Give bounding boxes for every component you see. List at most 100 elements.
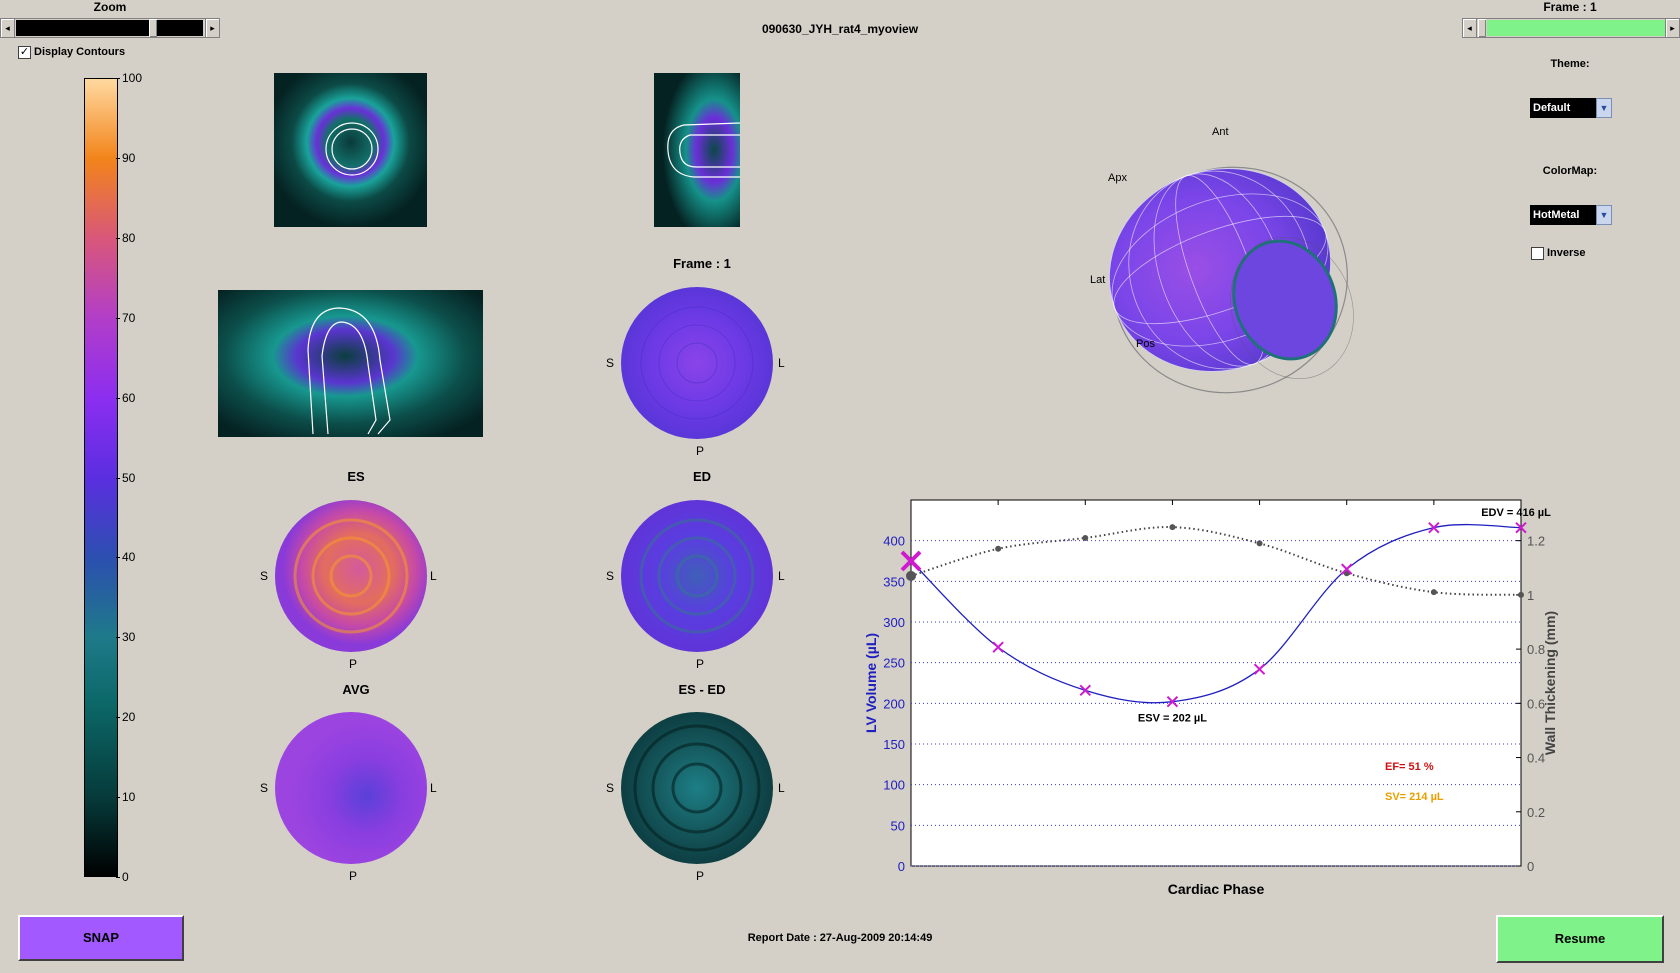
lv-volume-point <box>1253 663 1266 675</box>
zoom-left-arrow-icon[interactable]: ◂ <box>1 19 15 37</box>
zoom-slider[interactable]: ◂ ▸ <box>0 18 220 38</box>
frame-thumb[interactable] <box>1478 19 1486 37</box>
wall-thickening-line <box>910 526 1522 596</box>
wall-thickening-point <box>995 545 1002 552</box>
lv-volume-point <box>1341 563 1353 575</box>
y-tick-label: 150 <box>883 737 905 752</box>
zoom-thumb[interactable] <box>149 19 157 37</box>
chevron-down-icon[interactable]: ▼ <box>1596 205 1612 225</box>
lv-volume-point <box>1428 521 1440 534</box>
colorbar-tick-mark <box>116 477 120 479</box>
y-tick-label: 100 <box>883 778 905 793</box>
wall-thickening-point <box>1430 589 1437 596</box>
frame-slider[interactable]: ◂ ▸ <box>1462 18 1680 38</box>
colorbar-tick-mark <box>116 317 120 319</box>
colorbar-tick-mark <box>116 397 120 399</box>
colorbar-tick-mark <box>116 237 120 239</box>
colorbar-tick-label: 100 <box>122 71 143 85</box>
frame-track[interactable] <box>1487 20 1665 36</box>
model-anterior-label: Ant <box>1212 126 1229 138</box>
colorbar-tick-mark <box>116 797 120 799</box>
y-tick-label: 250 <box>883 656 905 671</box>
avg-polar-map <box>275 712 427 864</box>
es-map-title: ES <box>347 469 365 484</box>
ed-map-septal-label: S <box>606 569 615 583</box>
colorbar-tick-label: 30 <box>122 630 136 645</box>
theme-dropdown[interactable]: Default ▼ <box>1530 98 1612 118</box>
colorbar-tick-label: 50 <box>122 470 136 485</box>
horizontal-long-axis-slice-image <box>218 290 483 437</box>
ed-map-title: ED <box>692 469 712 484</box>
y-tick-label: 200 <box>883 696 905 711</box>
frame-map-title: Frame : 1 <box>673 256 731 271</box>
colorbar-tick-label: 60 <box>122 390 136 405</box>
colorbar-tick-label: 20 <box>122 710 136 725</box>
wall-thickening-point <box>1082 534 1089 541</box>
lv-volume-point <box>1515 521 1527 534</box>
report-date: Report Date : 27-Aug-2009 20:14:49 <box>747 932 933 944</box>
colormap-value: HotMetal <box>1533 209 1580 221</box>
wall-thickening-point <box>1518 591 1524 598</box>
sv-annotation: SV= 214 µL <box>1385 791 1444 803</box>
es-ed-polar-map <box>621 712 773 864</box>
ed-polar-map <box>621 500 773 652</box>
es-ed-map-septal-label: S <box>606 781 615 795</box>
wall-thickening-point <box>1169 524 1176 531</box>
ef-annotation: EF= 51 % <box>1385 761 1434 773</box>
zoom-track[interactable] <box>16 20 203 36</box>
lv-volume-point <box>1079 684 1091 697</box>
lv-volume-point <box>1166 695 1179 708</box>
es-ed-map-lateral-label: L <box>778 781 785 795</box>
colorbar-tick-mark <box>116 637 120 639</box>
es-ed-map-posterior-label: P <box>696 869 705 883</box>
wall-thickening-point <box>1256 540 1263 547</box>
avg-map-lateral-label: L <box>430 781 437 795</box>
snap-button[interactable]: SNAP <box>18 915 184 961</box>
lv-volume-point <box>992 641 1004 653</box>
vertical-long-axis-slice-image <box>654 73 740 227</box>
avg-map-posterior-label: P <box>349 869 358 883</box>
frame-right-arrow-icon[interactable]: ▸ <box>1665 19 1679 37</box>
colorbar-tick-mark <box>116 557 120 559</box>
inverse-label: Inverse <box>1547 247 1586 259</box>
frame-map-septal-label: S <box>606 356 615 370</box>
model-apex-label: Apx <box>1108 172 1127 184</box>
y-tick-label: 400 <box>883 534 905 549</box>
chevron-down-icon[interactable]: ▼ <box>1596 98 1612 118</box>
es-polar-map <box>275 500 427 652</box>
avg-map-title: AVG <box>342 682 370 697</box>
colormap-dropdown[interactable]: HotMetal ▼ <box>1530 205 1612 225</box>
es-map-septal-label: S <box>260 569 269 583</box>
colorbar-tick-mark <box>116 877 120 878</box>
theme-value: Default <box>1533 102 1571 114</box>
frame-polar-map <box>621 287 773 439</box>
window-title: 090630_JYH_rat4_myoview <box>761 22 919 36</box>
x-axis-label: Cardiac Phase <box>1168 881 1265 897</box>
frame-map-posterior-label: P <box>696 444 705 458</box>
ed-map-posterior-label: P <box>696 657 705 671</box>
colorbar-tick-label: 70 <box>122 310 136 325</box>
short-axis-slice-image <box>274 73 427 227</box>
es-ed-map-title: ES - ED <box>678 682 726 697</box>
colorbar-tick-label: 80 <box>122 230 136 245</box>
plot-area <box>910 499 1522 867</box>
y2-tick-label: 1 <box>1527 588 1534 603</box>
frame-map-lateral-label: L <box>778 356 785 370</box>
y2-tick-label: 0.8 <box>1527 642 1545 657</box>
colorbar-tick-label: 10 <box>122 790 136 805</box>
resume-button[interactable]: Resume <box>1496 915 1664 963</box>
colorbar-tick-mark <box>116 157 120 159</box>
y2-tick-label: 0.6 <box>1527 696 1545 711</box>
wall-thickening-point <box>906 570 916 581</box>
model-lateral-label: Lat <box>1090 274 1106 286</box>
inverse-checkbox[interactable] <box>1531 247 1544 260</box>
lv-volume-point <box>900 550 922 572</box>
y-axis-label: LV Volume (µL) <box>863 633 879 733</box>
zoom-label: Zoom <box>93 0 127 14</box>
display-contours-checkbox[interactable]: ✓ <box>18 46 31 59</box>
colorbar <box>84 78 118 877</box>
edv-annotation: EDV = 416 µL <box>1481 507 1551 519</box>
esv-annotation: ESV = 202 µL <box>1138 713 1207 725</box>
zoom-right-arrow-icon[interactable]: ▸ <box>205 19 219 37</box>
frame-left-arrow-icon[interactable]: ◂ <box>1463 19 1477 37</box>
